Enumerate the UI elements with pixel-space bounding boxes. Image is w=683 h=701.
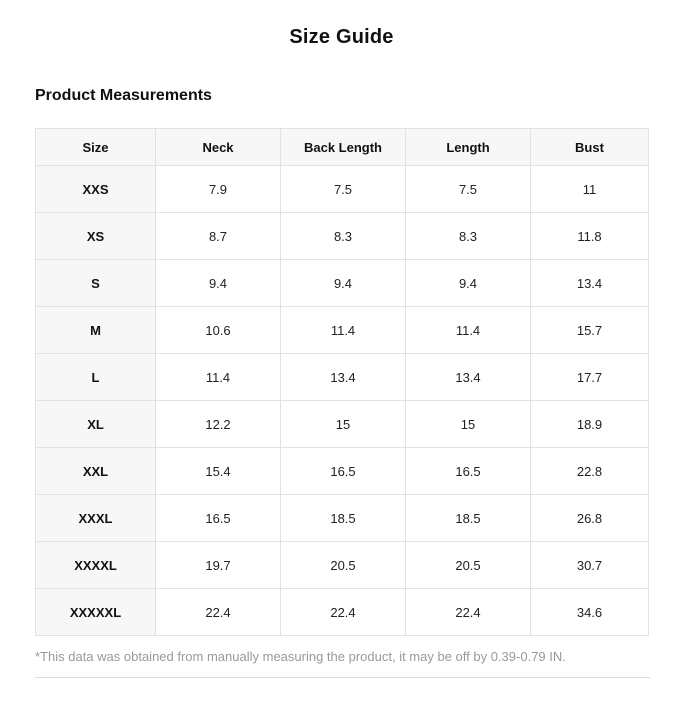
measurement-value-cell: 30.7 bbox=[530, 541, 649, 589]
measurement-value-cell: 16.5 bbox=[405, 447, 531, 495]
column-header: Size bbox=[35, 128, 156, 166]
measurement-value-cell: 18.5 bbox=[280, 494, 406, 542]
table-body: XXS 7.9 7.5 7.5 11 XS 8.7 8.3 8.3 11.8 S 9.4 9.4 9.4 1… bbox=[35, 165, 649, 636]
measurement-value-cell: 9.4 bbox=[405, 259, 531, 307]
measurement-value-cell: 34.6 bbox=[530, 588, 649, 636]
measurement-value-cell: 16.5 bbox=[155, 494, 281, 542]
size-label-cell: XXL bbox=[35, 447, 156, 495]
measurement-value-cell: 15.4 bbox=[155, 447, 281, 495]
size-label-cell: XS bbox=[35, 212, 156, 260]
measurement-value-cell: 15 bbox=[405, 400, 531, 448]
table-row: L 11.4 13.4 13.4 17.7 bbox=[35, 353, 649, 401]
measurement-value-cell: 18.9 bbox=[530, 400, 649, 448]
table-row: S 9.4 9.4 9.4 13.4 bbox=[35, 259, 649, 307]
measurement-value-cell: 8.3 bbox=[405, 212, 531, 260]
measurement-value-cell: 11.4 bbox=[280, 306, 406, 354]
measurement-value-cell: 7.5 bbox=[280, 165, 406, 213]
measurement-value-cell: 20.5 bbox=[405, 541, 531, 589]
table-row: XXXXL 19.7 20.5 20.5 30.7 bbox=[35, 541, 649, 589]
measurement-value-cell: 19.7 bbox=[155, 541, 281, 589]
table-row: XL 12.2 15 15 18.9 bbox=[35, 400, 649, 448]
measurement-value-cell: 12.2 bbox=[155, 400, 281, 448]
size-label-cell: M bbox=[35, 306, 156, 354]
measurement-value-cell: 15 bbox=[280, 400, 406, 448]
measurement-value-cell: 13.4 bbox=[405, 353, 531, 401]
measurement-value-cell: 7.9 bbox=[155, 165, 281, 213]
measurement-value-cell: 22.4 bbox=[155, 588, 281, 636]
measurement-value-cell: 17.7 bbox=[530, 353, 649, 401]
table-row: XS 8.7 8.3 8.3 11.8 bbox=[35, 212, 649, 260]
measurement-value-cell: 13.4 bbox=[280, 353, 406, 401]
bottom-divider bbox=[35, 677, 650, 678]
column-header: Neck bbox=[155, 128, 281, 166]
size-measurements-table: Size Neck Back Length Length Bust XXS 7.9 7.5 7… bbox=[35, 128, 649, 636]
measurement-value-cell: 11.4 bbox=[405, 306, 531, 354]
measurement-value-cell: 11.4 bbox=[155, 353, 281, 401]
measurement-value-cell: 22.4 bbox=[405, 588, 531, 636]
measurement-value-cell: 22.8 bbox=[530, 447, 649, 495]
measurement-value-cell: 22.4 bbox=[280, 588, 406, 636]
table-row: XXS 7.9 7.5 7.5 11 bbox=[35, 165, 649, 213]
table-header-row: Size Neck Back Length Length Bust bbox=[35, 128, 649, 166]
table-row: M 10.6 11.4 11.4 15.7 bbox=[35, 306, 649, 354]
table-row: XXL 15.4 16.5 16.5 22.8 bbox=[35, 447, 649, 495]
measurement-value-cell: 10.6 bbox=[155, 306, 281, 354]
section-heading-product-measurements: Product Measurements bbox=[35, 87, 212, 104]
table-row: XXXXXL 22.4 22.4 22.4 34.6 bbox=[35, 588, 649, 636]
size-label-cell: L bbox=[35, 353, 156, 401]
page-title: Size Guide bbox=[289, 26, 394, 48]
column-header: Back Length bbox=[280, 128, 406, 166]
measurement-value-cell: 20.5 bbox=[280, 541, 406, 589]
measurement-disclaimer: *This data was obtained from manually me… bbox=[35, 649, 566, 664]
measurement-value-cell: 8.7 bbox=[155, 212, 281, 260]
size-label-cell: XXXXL bbox=[35, 541, 156, 589]
measurement-value-cell: 7.5 bbox=[405, 165, 531, 213]
measurement-value-cell: 9.4 bbox=[155, 259, 281, 307]
column-header: Length bbox=[405, 128, 531, 166]
measurement-value-cell: 18.5 bbox=[405, 494, 531, 542]
size-label-cell: XL bbox=[35, 400, 156, 448]
table-row: XXXL 16.5 18.5 18.5 26.8 bbox=[35, 494, 649, 542]
measurement-value-cell: 13.4 bbox=[530, 259, 649, 307]
measurement-value-cell: 15.7 bbox=[530, 306, 649, 354]
column-header: Bust bbox=[530, 128, 649, 166]
measurement-value-cell: 26.8 bbox=[530, 494, 649, 542]
size-label-cell: S bbox=[35, 259, 156, 307]
measurement-value-cell: 9.4 bbox=[280, 259, 406, 307]
size-label-cell: XXS bbox=[35, 165, 156, 213]
measurement-value-cell: 11.8 bbox=[530, 212, 649, 260]
size-label-cell: XXXL bbox=[35, 494, 156, 542]
size-label-cell: XXXXXL bbox=[35, 588, 156, 636]
measurement-value-cell: 8.3 bbox=[280, 212, 406, 260]
measurement-value-cell: 11 bbox=[530, 165, 649, 213]
measurement-value-cell: 16.5 bbox=[280, 447, 406, 495]
